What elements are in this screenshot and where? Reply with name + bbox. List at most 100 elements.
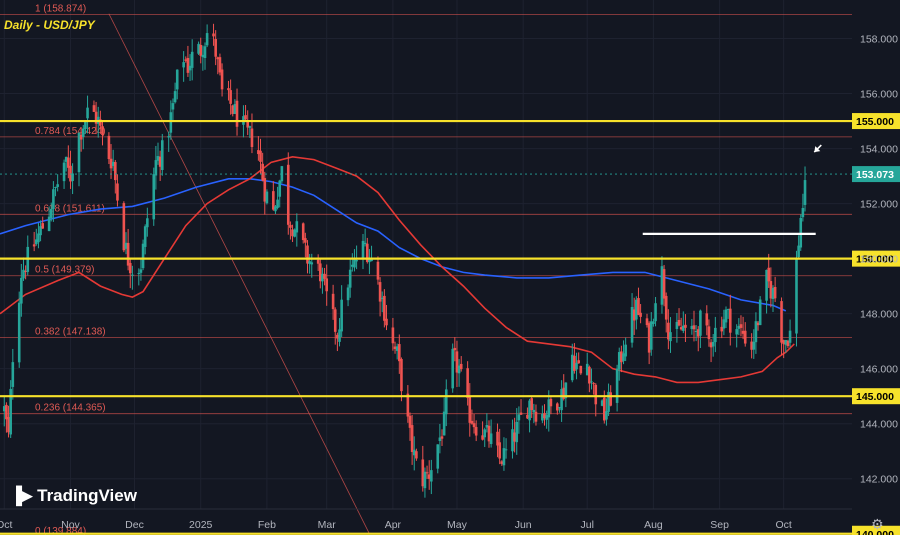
candle-body — [77, 133, 81, 173]
candle-body — [32, 244, 36, 247]
candle-body — [711, 341, 715, 347]
candle-body — [600, 400, 604, 406]
candle-body — [728, 308, 732, 333]
time-axis[interactable]: Oct Nov Dec 2025 Feb Mar Apr May Jun Jul Aug Sep Oct — [0, 508, 852, 531]
candle-body — [438, 437, 442, 441]
candle-body — [722, 319, 726, 329]
candle-body — [645, 318, 649, 326]
candle-body — [11, 362, 15, 387]
time-tick-label: Apr — [385, 519, 402, 531]
time-tick-label: Jun — [515, 519, 532, 531]
candle-body — [289, 224, 292, 228]
candle-body — [365, 243, 369, 262]
candle-body — [635, 299, 638, 320]
candle-body — [175, 69, 179, 90]
level-price-label: 150.000 — [856, 254, 894, 266]
candle-body — [707, 326, 711, 340]
candle-body — [724, 309, 728, 323]
price-axis[interactable]: 140.000 145.000 150.000 155.000 142.000 144.0… — [852, 34, 900, 535]
price-tick-label: 144.000 — [860, 419, 898, 431]
moving-averages — [0, 155, 795, 384]
candle-body — [250, 128, 254, 147]
candle-body — [423, 471, 427, 489]
candle-body — [395, 346, 399, 351]
price-tick-label: 142.000 — [860, 474, 898, 486]
candle-body — [549, 398, 553, 407]
fib-level-label: 0.784 (154.424) — [35, 126, 106, 137]
candle-body — [47, 216, 51, 232]
candle-body — [720, 326, 724, 332]
candle-body — [9, 388, 12, 435]
candle-body — [188, 65, 192, 71]
candle-body — [351, 264, 354, 267]
candle-body — [739, 324, 743, 328]
candle-body — [2, 406, 6, 412]
candle-body — [101, 126, 104, 136]
tradingview-logo: ▐▶ TradingView — [10, 486, 137, 506]
candle-body — [197, 43, 200, 54]
candle-body — [667, 322, 670, 340]
blue-moving-average — [0, 178, 787, 312]
candle-body — [575, 362, 578, 370]
candle-body — [212, 33, 215, 37]
candle-body — [660, 266, 664, 305]
arrow-head — [814, 146, 821, 153]
candle-body — [771, 287, 775, 300]
candle-body — [408, 415, 412, 428]
candle-body — [79, 134, 83, 140]
price-tick-label: 154.000 — [860, 144, 898, 156]
candle-body — [496, 431, 499, 446]
current-price-label: 153.073 — [856, 169, 894, 181]
candle-body — [340, 299, 343, 332]
candle-body — [780, 301, 783, 343]
candle-body — [56, 184, 59, 187]
candle-body — [784, 339, 788, 345]
gear-icon[interactable]: ⚙ — [871, 516, 884, 532]
candle-body — [468, 396, 472, 423]
candle-body — [679, 327, 683, 330]
candle-body — [231, 105, 235, 114]
red-moving-average — [0, 155, 795, 384]
price-tick-label: 150.000 — [860, 254, 898, 266]
candle-body — [511, 429, 514, 452]
candle-body — [564, 382, 568, 399]
candle-body — [444, 389, 448, 415]
candle-body — [585, 363, 589, 376]
candle-body — [502, 448, 506, 466]
candle-body — [737, 325, 741, 329]
fib-level-label: 0.5 (149.379) — [35, 265, 95, 276]
candle-body — [205, 33, 209, 46]
candle-body — [24, 271, 27, 273]
candle-body — [453, 347, 457, 351]
candle-body — [331, 293, 335, 310]
candle-body — [457, 365, 461, 374]
candle-body — [709, 342, 713, 348]
candle-body — [37, 233, 40, 243]
candle-body — [122, 203, 126, 251]
candle-body — [517, 414, 521, 421]
candle-body — [632, 309, 636, 321]
candle-body — [385, 318, 388, 326]
candle-body — [639, 312, 642, 317]
candle-body — [570, 354, 574, 381]
candle-body — [143, 226, 147, 247]
candle-body — [786, 340, 790, 346]
candle-body — [487, 425, 491, 442]
candle-body — [301, 223, 305, 241]
candle-body — [220, 69, 224, 90]
candle-body — [244, 115, 247, 120]
candle-body — [694, 331, 698, 333]
candle-body — [558, 407, 561, 409]
candle-body — [756, 322, 760, 326]
candle-body — [472, 423, 476, 428]
current-price-tag — [852, 166, 900, 183]
candle-body — [325, 278, 329, 292]
candle-body — [5, 404, 8, 420]
candle-body — [64, 156, 68, 162]
candle-body — [562, 387, 566, 399]
candle-body — [752, 341, 756, 350]
candle-body — [615, 368, 619, 403]
candle-body — [214, 38, 217, 57]
candle-body — [17, 302, 21, 363]
